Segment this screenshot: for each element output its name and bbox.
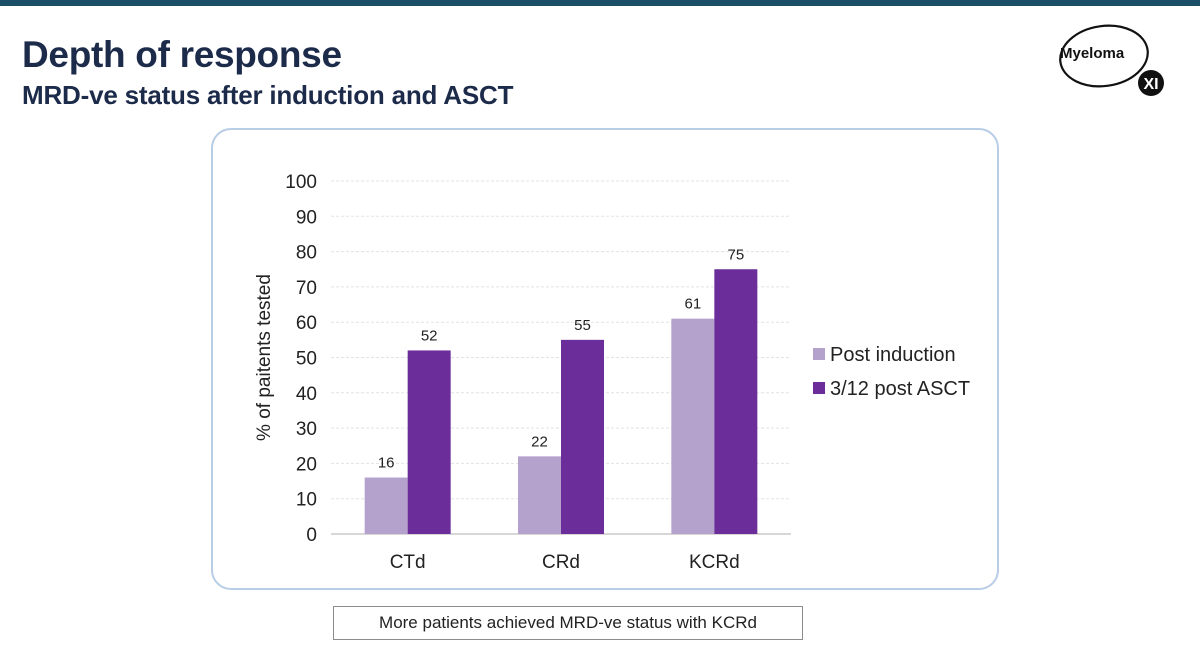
y-tick-label: 60 — [296, 313, 317, 334]
x-tick-label: CTd — [390, 552, 426, 573]
caption-box: More patients achieved MRD-ve status wit… — [333, 606, 803, 640]
bar-post-asct — [714, 269, 758, 534]
data-label: 61 — [684, 296, 701, 313]
y-tick-labels: 0 10 20 30 40 50 60 70 80 90 100 — [285, 172, 317, 546]
logo-ring — [1059, 24, 1149, 88]
legend-swatch — [813, 348, 825, 360]
bar-post-asct — [407, 350, 451, 534]
top-accent-bar — [0, 0, 1200, 6]
logo-badge-text: XI — [1143, 76, 1158, 93]
x-tick-label: CRd — [542, 552, 580, 573]
bars — [364, 269, 758, 534]
y-axis-label: % of paitents tested — [254, 274, 275, 441]
y-tick-label: 0 — [306, 525, 317, 546]
y-tick-label: 80 — [296, 243, 317, 264]
data-label: 55 — [574, 317, 591, 334]
bar-post-induction — [671, 318, 715, 534]
legend-label: 3/12 post ASCT — [830, 378, 970, 400]
page-title: Depth of response — [22, 34, 342, 75]
logo-badge-circle — [1138, 70, 1164, 96]
x-tick-label: KCRd — [689, 552, 740, 573]
x-tick-labels: CTd CRd KCRd — [390, 552, 740, 573]
bar-post-induction — [364, 477, 408, 534]
data-label: 16 — [378, 455, 395, 472]
logo-text: Myeloma — [1060, 45, 1125, 62]
chart-frame: 0 10 20 30 40 50 60 70 80 90 100 % of paitents tes… — [211, 128, 999, 590]
legend-swatch — [813, 382, 825, 394]
y-tick-label: 50 — [296, 349, 317, 370]
page-subtitle: MRD-ve status after induction and ASCT — [22, 80, 514, 110]
y-tick-label: 30 — [296, 419, 317, 440]
y-tick-label: 100 — [285, 172, 317, 193]
bar-chart: 0 10 20 30 40 50 60 70 80 90 100 % of paitents tes… — [254, 172, 970, 573]
y-tick-label: 40 — [296, 384, 317, 405]
y-tick-label: 10 — [296, 490, 317, 511]
data-label: 22 — [531, 433, 548, 450]
data-labels: 16 52 22 55 61 75 — [378, 246, 744, 471]
legend: Post induction 3/12 post ASCT — [813, 344, 970, 400]
bar-post-asct — [561, 339, 604, 534]
y-tick-label: 20 — [296, 454, 317, 475]
y-tick-label: 90 — [296, 207, 317, 228]
data-label: 75 — [727, 246, 744, 263]
data-label: 52 — [421, 327, 438, 344]
y-tick-label: 70 — [296, 278, 317, 299]
legend-label: Post induction — [830, 344, 956, 366]
myeloma-xi-logo: Myeloma XI — [1056, 18, 1186, 108]
bar-post-induction — [518, 456, 561, 534]
